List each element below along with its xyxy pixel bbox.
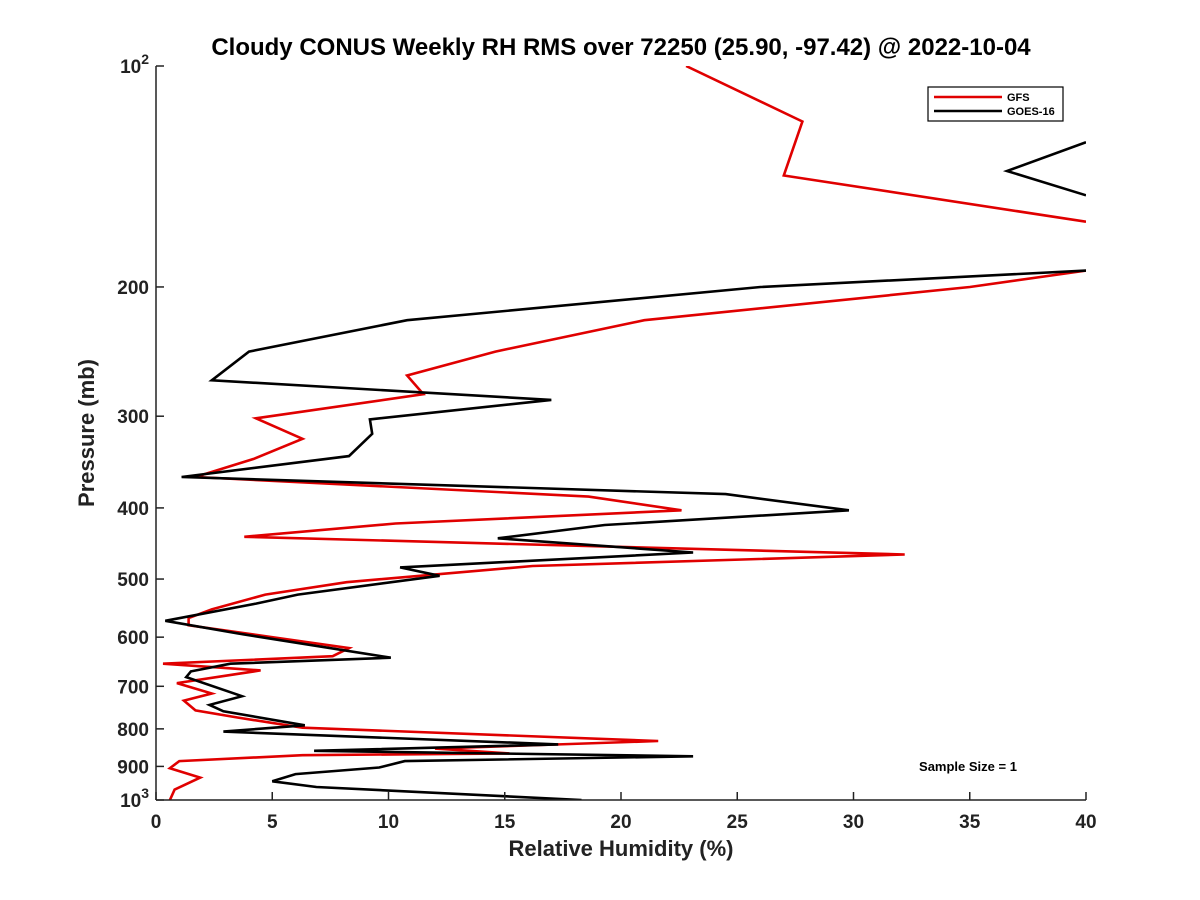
chart-title: Cloudy CONUS Weekly RH RMS over 72250 (2… bbox=[211, 34, 1031, 61]
legend-box bbox=[927, 86, 1064, 122]
legend-label-gfs: GFS bbox=[1007, 92, 1030, 104]
x-tick-label: 20 bbox=[610, 812, 631, 833]
y-axis-label: Pressure (mb) bbox=[74, 359, 99, 507]
y-tick-label: 103 bbox=[120, 785, 149, 812]
y-tick-label: 700 bbox=[117, 677, 149, 698]
x-tick-label: 0 bbox=[151, 812, 162, 833]
legend: GFS GOES-16 bbox=[927, 86, 1064, 122]
x-tick-label: 10 bbox=[378, 812, 399, 833]
y-tick-label: 300 bbox=[117, 407, 149, 428]
legend-label-goes16: GOES-16 bbox=[1007, 106, 1055, 118]
plot-area bbox=[162, 66, 1086, 800]
y-tick-label: 600 bbox=[117, 628, 149, 649]
y-tick-label: 500 bbox=[117, 570, 149, 591]
x-tick-label: 15 bbox=[494, 812, 516, 833]
x-tick-label: 25 bbox=[727, 812, 749, 833]
x-tick-label: 5 bbox=[267, 812, 278, 833]
x-tick-label: 30 bbox=[843, 812, 864, 833]
axes: 0 5 10 15 20 25 30 35 40 102 200 300 400 500 600 700 800… bbox=[117, 51, 1096, 833]
y-tick-label: 900 bbox=[117, 757, 149, 778]
sample-size-annotation: Sample Size = 1 bbox=[919, 759, 1017, 774]
y-tick-label: 400 bbox=[117, 499, 149, 520]
series-line-goes16-segment-2 bbox=[165, 269, 1086, 800]
x-axis-label: Relative Humidity (%) bbox=[509, 836, 734, 861]
x-tick-label: 35 bbox=[959, 812, 981, 833]
y-tick-label: 102 bbox=[120, 51, 149, 78]
series-line-gfs-segment-1 bbox=[685, 66, 1086, 223]
x-tick-label: 40 bbox=[1075, 812, 1096, 833]
series-line-goes16-segment-1 bbox=[1002, 140, 1086, 197]
series-line-gfs-segment-2 bbox=[162, 269, 1086, 800]
y-tick-label: 800 bbox=[117, 720, 149, 741]
y-tick-label: 200 bbox=[117, 278, 149, 299]
